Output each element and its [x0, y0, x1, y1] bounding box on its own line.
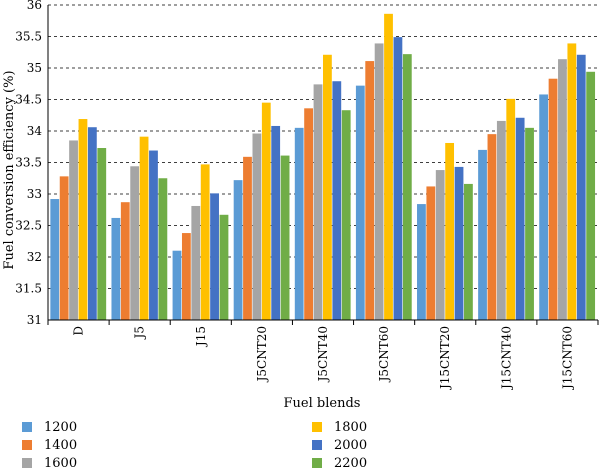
bar-D-2200 — [97, 148, 107, 320]
bar-J15-2200 — [219, 214, 229, 320]
bar-J15CNT60-2200 — [586, 71, 596, 320]
bar-J5CNT20-1600 — [252, 133, 262, 320]
bar-J5-1200 — [111, 217, 121, 320]
x-tick-label: J15 — [194, 326, 208, 348]
bar-J15CNT40-1200 — [478, 149, 487, 320]
x-tick-label: D — [72, 326, 86, 336]
x-tick-label: J5 — [133, 326, 147, 340]
bar-J5CNT40-2000 — [332, 81, 342, 320]
x-tick-label: J5CNT40 — [316, 326, 330, 383]
bar-J15-1600 — [191, 205, 201, 320]
bar-D-1600 — [69, 140, 78, 320]
bar-J5CNT20-2000 — [271, 125, 281, 321]
legend: 1200 1400 1600 1800 2000 2200 — [22, 420, 367, 471]
bar-J15CNT20-1800 — [445, 142, 455, 320]
y-axis-title: Fuel conversion efficiency (%) — [2, 70, 17, 269]
bar-J15CNT40-2200 — [525, 127, 534, 320]
bar-J5CNT40-1200 — [294, 127, 304, 320]
legend-item-2000: 2000 — [312, 438, 367, 453]
legend-item-1400: 1400 — [22, 438, 77, 453]
x-tick-label: J5CNT20 — [255, 326, 269, 383]
bar-J5CNT60-1600 — [374, 43, 384, 321]
legend-label: 1600 — [44, 456, 77, 471]
legend-item-1600: 1600 — [22, 456, 77, 471]
bar-J5-1800 — [139, 136, 149, 320]
bars — [50, 13, 596, 321]
bar-J15CNT20-1400 — [426, 186, 436, 320]
legend-swatch — [312, 440, 322, 450]
y-tick-label: 33.5 — [15, 156, 42, 170]
bar-J15CNT20-2000 — [454, 166, 464, 320]
bar-J5CNT40-1800 — [323, 54, 332, 321]
bar-J5CNT20-1400 — [243, 156, 252, 320]
bar-J5CNT60-1200 — [355, 85, 365, 320]
bar-J15-1400 — [181, 233, 191, 320]
bar-D-1800 — [78, 119, 88, 320]
y-tick-label: 32.5 — [15, 219, 42, 233]
bar-J15-1800 — [200, 164, 210, 320]
bar-J5CNT40-2200 — [341, 110, 351, 321]
bar-J15-2000 — [210, 193, 219, 320]
x-tick-label: J15CNT20 — [438, 326, 452, 391]
legend-label: 2000 — [334, 438, 367, 453]
bar-J15CNT40-1400 — [487, 134, 497, 320]
y-tick-label: 35.5 — [15, 30, 42, 44]
bar-J15CNT60-1200 — [539, 94, 549, 321]
x-tick-label: J5CNT60 — [377, 326, 391, 383]
bar-J5CNT40-1400 — [304, 108, 313, 320]
bar-J5CNT60-1800 — [384, 13, 393, 320]
bar-J15-1200 — [172, 250, 182, 320]
bar-J15CNT60-2000 — [576, 54, 586, 321]
legend-swatch — [22, 422, 32, 432]
bar-J15CNT60-1800 — [567, 43, 577, 321]
legend-label: 1200 — [44, 420, 77, 435]
bar-J5CNT60-2000 — [393, 37, 403, 320]
legend-swatch — [312, 458, 322, 468]
x-axis-title: Fuel blends — [284, 396, 361, 411]
bar-J15CNT60-1600 — [558, 59, 567, 321]
legend-label: 1400 — [44, 438, 77, 453]
legend-label: 2200 — [334, 456, 367, 471]
bar-J15CNT40-1600 — [496, 120, 506, 320]
bar-D-1400 — [59, 176, 69, 320]
bar-J15CNT20-1200 — [417, 204, 426, 320]
x-tick-labels: D J5 J15 J5CNT20 J5CNT40 J5CNT60 J15CNT20 J15CN… — [47, 320, 599, 391]
legend-label: 1800 — [334, 420, 367, 435]
bar-J15CNT40-1800 — [506, 98, 516, 321]
legend-item-1800: 1800 — [312, 420, 367, 435]
y-tick-label: 36 — [27, 0, 42, 12]
legend-item-1200: 1200 — [22, 420, 77, 435]
bar-J5-2000 — [149, 150, 158, 320]
bar-J5-2200 — [158, 178, 168, 320]
bar-J5CNT60-1400 — [365, 61, 375, 320]
bar-J15CNT20-2200 — [464, 183, 473, 320]
legend-swatch — [22, 458, 32, 468]
bar-J5CNT20-1200 — [233, 180, 243, 320]
x-tick-label: J15CNT60 — [560, 326, 574, 391]
bar-J5-1400 — [120, 202, 130, 320]
legend-item-2200: 2200 — [312, 456, 367, 471]
bar-D-1200 — [50, 199, 60, 320]
bar-J5CNT20-2200 — [280, 155, 290, 320]
y-tick-label: 32 — [27, 250, 42, 264]
y-tick-label: 31.5 — [15, 282, 42, 296]
x-tick-label: J15CNT40 — [499, 326, 513, 391]
y-tick-label: 34.5 — [15, 93, 42, 107]
bar-D-2000 — [87, 127, 97, 320]
y-tick-label: 31 — [27, 313, 42, 327]
legend-swatch — [312, 422, 322, 432]
bar-J15CNT20-1600 — [435, 170, 445, 320]
y-tick-label: 33 — [27, 187, 42, 201]
bar-J15CNT40-2000 — [515, 117, 525, 321]
bar-J5CNT20-1800 — [261, 102, 271, 321]
bar-J5CNT40-1600 — [313, 84, 323, 320]
bar-J15CNT60-1400 — [548, 78, 558, 321]
bar-J5CNT60-2200 — [402, 54, 412, 320]
y-tick-label: 35 — [27, 61, 42, 75]
y-tick-labels: 31 31.5 32 32.5 33 33.5 34 34.5 35 35.5 36 — [15, 0, 42, 327]
legend-swatch — [22, 440, 32, 450]
bar-J5-1600 — [130, 166, 140, 320]
y-tick-label: 34 — [27, 124, 43, 138]
